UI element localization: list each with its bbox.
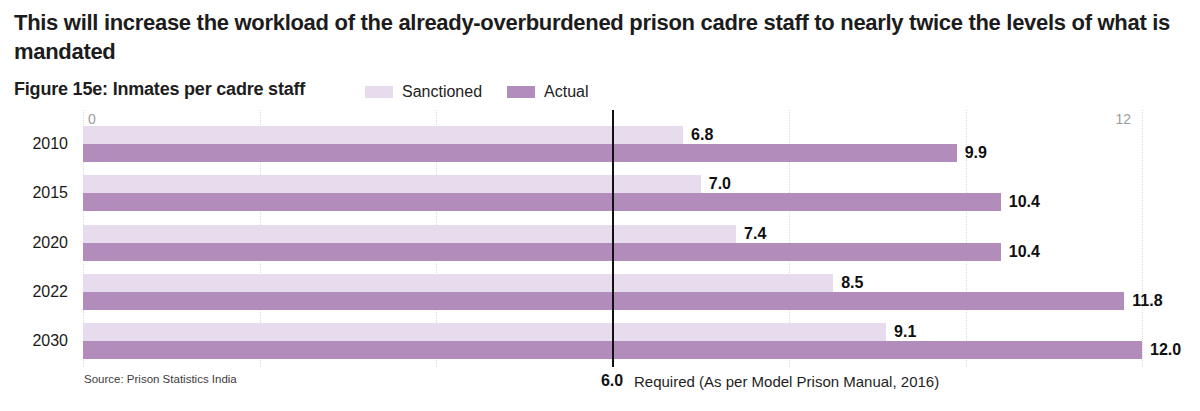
year-label: 2010 — [0, 126, 68, 162]
x-axis-tick-max: 12 — [1096, 111, 1131, 127]
year-label: 2022 — [0, 274, 68, 310]
value-label: 6.8 — [691, 126, 713, 144]
sanctioned-bar — [83, 323, 886, 341]
sanctioned-bar — [83, 175, 701, 193]
reference-line-value: 6.0 — [594, 372, 630, 390]
value-label: 10.4 — [1009, 193, 1040, 211]
actual-bar — [83, 292, 1124, 310]
year-label: 2015 — [0, 175, 68, 211]
actual-bar — [83, 243, 1001, 261]
sanctioned-bar — [83, 225, 736, 243]
legend-label: Sanctioned — [402, 83, 482, 101]
sanctioned-swatch-icon — [365, 86, 393, 98]
x-axis-tick-min: 0 — [88, 111, 96, 127]
reference-line-label: Required (As per Model Prison Manual, 20… — [634, 373, 939, 390]
reference-line — [612, 110, 614, 367]
page-title: This will increase the workload of the a… — [14, 8, 1192, 66]
sanctioned-bar — [83, 274, 833, 292]
value-label: 7.0 — [709, 175, 731, 193]
figure-label: Figure 15e: Inmates per cadre staff — [14, 79, 305, 100]
actual-bar — [83, 144, 957, 162]
sanctioned-bar — [83, 126, 683, 144]
year-label: 2020 — [0, 225, 68, 261]
legend-item-actual: Actual — [507, 83, 588, 101]
value-label: 9.1 — [894, 323, 916, 341]
value-label: 12.0 — [1150, 341, 1181, 359]
legend-label: Actual — [544, 83, 588, 101]
actual-bar — [83, 193, 1001, 211]
legend-item-sanctioned: Sanctioned — [365, 83, 482, 101]
value-label: 8.5 — [841, 274, 863, 292]
legend: Sanctioned Actual — [365, 83, 589, 101]
report-figure: This will increase the workload of the a… — [0, 0, 1200, 411]
year-label: 2030 — [0, 323, 68, 359]
value-label: 7.4 — [744, 225, 766, 243]
value-label: 11.8 — [1132, 292, 1162, 310]
source-note: Source: Prison Statistics India — [84, 373, 237, 385]
gridline-12 — [1142, 110, 1143, 367]
value-label: 9.9 — [965, 144, 987, 162]
bar-chart: 0 12 2010 6.8 9.9 2015 7.0 10.4 2020 7.4 10.4 202… — [0, 110, 1200, 367]
value-label: 10.4 — [1009, 243, 1040, 261]
actual-swatch-icon — [507, 86, 535, 98]
